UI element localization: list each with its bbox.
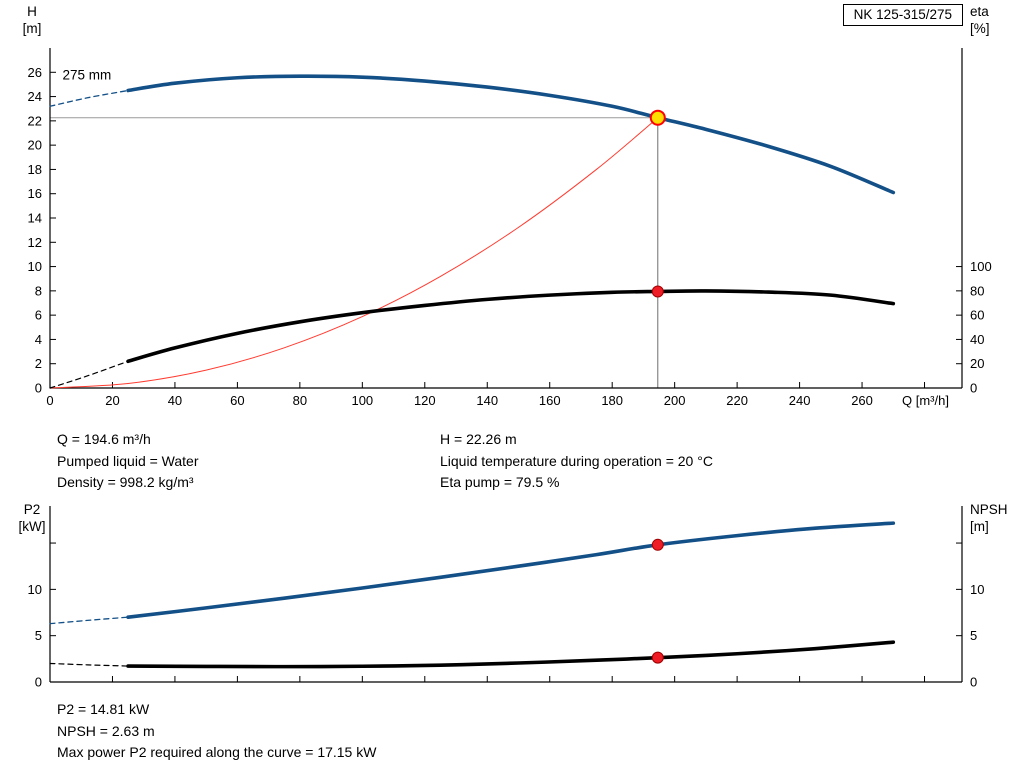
right-axis-title: [m] [970,519,989,534]
duty-results: Q = 194.6 m³/h Pumped liquid = Water Den… [57,429,713,494]
y-left-tick-label: 10 [28,582,42,597]
duty-results-left: Q = 194.6 m³/h Pumped liquid = Water Den… [57,429,440,494]
p2-duty-point [651,538,664,551]
x-tick-label: 60 [230,393,244,408]
y-left-tick-label: 12 [28,235,42,250]
p2-curve-extension [49,616,129,625]
y-right-tick-label: 40 [970,332,984,347]
duty-results-right: H = 22.26 m Liquid temperature during op… [440,429,713,494]
hq-eta-chart: 0 20 40 60 80 100 120 140 160 180 200 220 240 260 Q [m… [23,4,992,408]
result-max-power: Max power P2 required along the curve = … [57,744,377,760]
y-right-tick-label: 0 [970,381,977,396]
x-tick-label: 260 [851,393,873,408]
x-tick-label: 20 [105,393,119,408]
result-p2: P2 = 14.81 kW [57,701,150,717]
y-left-tick-label: 16 [28,186,42,201]
y-left-tick-label: 0 [35,381,42,396]
x-tick-label: 160 [539,393,561,408]
result-liquid-temperature: Liquid temperature during operation = 20… [440,452,713,469]
y-left-tick-label: 4 [35,332,42,347]
x-axis-title: Q [m³/h] [902,393,949,408]
right-axis-title: eta [970,4,989,19]
left-axis-title: [m] [23,21,42,36]
result-flow: Q = 194.6 m³/h [57,431,151,447]
right-axis-title: NPSH [970,502,1008,517]
result-eta-pump: Eta pump = 79.5 % [440,474,560,490]
x-tick-label: 180 [601,393,623,408]
eta-curve [126,289,896,364]
x-tick-label: 240 [789,393,811,408]
head-curve-extension [49,89,129,107]
y-left-tick-label: 6 [35,308,42,323]
y-right-tick-label: 5 [970,628,977,643]
impeller-diameter-label: 275 mm [62,68,111,83]
y-left-tick-label: 18 [28,162,42,177]
left-axis-title: P2 [24,502,41,517]
x-tick-label: 0 [46,393,53,408]
p2-npsh-chart: 0 5 10 0 5 10 P2 [kW] NPSH [m] [19,502,1008,690]
y-right-tick-label: 10 [970,582,984,597]
x-tick-label: 100 [351,393,373,408]
pump-name-box: NK 125-315/275 [842,4,963,26]
y-left-tick-label: 26 [28,65,42,80]
y-right-tick-label: 20 [970,356,984,371]
x-tick-label: 220 [726,393,748,408]
y-left-tick-label: 24 [28,89,42,104]
x-tick-label: 80 [293,393,307,408]
y-right-tick-label: 80 [970,283,984,298]
p2-curve [126,521,896,619]
x-tick-label: 120 [414,393,436,408]
result-head: H = 22.26 m [440,431,517,447]
duty-point[interactable] [649,109,666,126]
y-right-tick-label: 60 [970,308,984,323]
power-results: P2 = 14.81 kW NPSH = 2.63 m Max power P2… [57,699,376,764]
y-right-tick-label: 100 [970,259,992,274]
right-axis-title: [%] [970,21,990,36]
y-left-tick-label: 22 [28,113,42,128]
system-curve [49,117,659,389]
y-left-tick-label: 5 [35,628,42,643]
npsh-curve-extension [49,662,129,667]
head-curve [126,74,896,195]
eta-curve-extension [49,360,129,389]
y-left-tick-label: 20 [28,138,42,153]
y-right-tick-label: 0 [970,675,977,690]
result-pumped-liquid: Pumped liquid = Water [57,452,199,469]
npsh-duty-point [651,651,664,664]
x-tick-label: 40 [168,393,182,408]
x-tick-label: 140 [476,393,498,408]
y-left-tick-label: 10 [28,259,42,274]
x-tick-label: 200 [664,393,686,408]
result-density: Density = 998.2 kg/m³ [57,474,194,490]
result-npsh: NPSH = 2.63 m [57,722,155,739]
pump-name: NK 125-315/275 [853,7,952,22]
y-left-tick-label: 14 [28,211,42,226]
eta-duty-point [651,285,664,298]
npsh-curve [126,640,896,669]
y-left-tick-label: 0 [35,675,42,690]
left-axis-title: [kW] [19,519,46,534]
left-axis-title: H [27,4,37,19]
y-left-tick-label: 8 [35,283,42,298]
y-left-tick-label: 2 [35,356,42,371]
